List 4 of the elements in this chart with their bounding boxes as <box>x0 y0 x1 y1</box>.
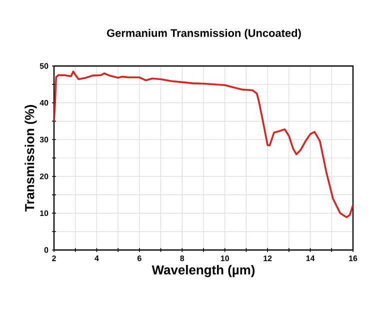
y-axis-title: Transmission (%) <box>24 105 37 212</box>
line-series <box>54 70 354 218</box>
x-axis-title: Wavelength (µm) <box>152 264 255 278</box>
chart-title: Germanium Transmission (Uncoated) <box>107 28 301 40</box>
